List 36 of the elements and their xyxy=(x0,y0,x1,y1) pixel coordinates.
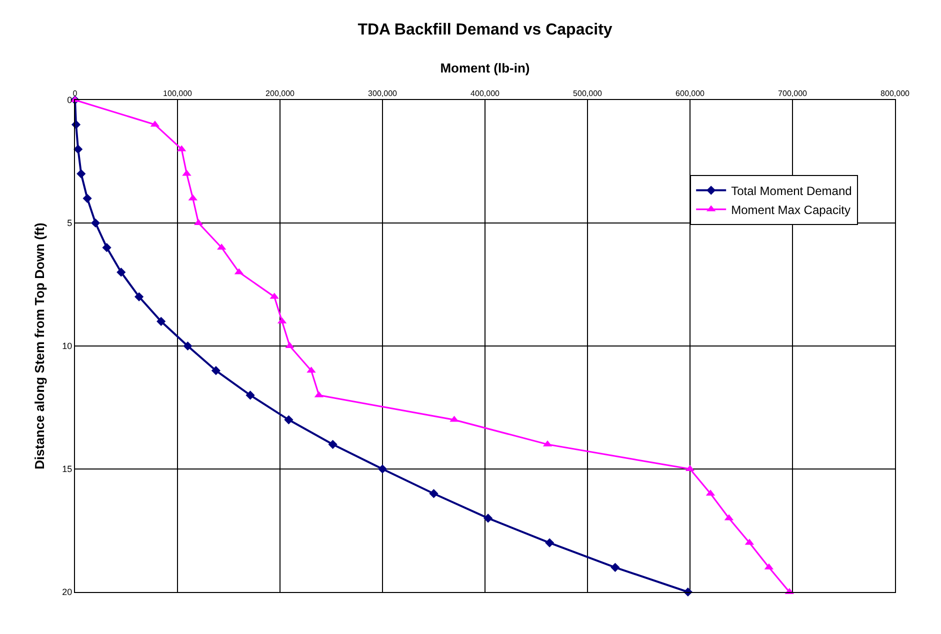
point xyxy=(378,464,388,474)
point xyxy=(610,562,620,572)
x-tick-label: 600,000 xyxy=(676,88,706,98)
point xyxy=(429,489,438,498)
legend-label: Moment Max Capacity xyxy=(731,202,850,217)
point xyxy=(183,341,192,351)
x-axis-title: Moment (lb-in) xyxy=(440,60,530,76)
point xyxy=(116,268,126,277)
legend-label: Total Moment Demand xyxy=(731,184,852,198)
point xyxy=(90,218,100,228)
point xyxy=(328,440,338,449)
point xyxy=(134,292,144,302)
point xyxy=(211,366,220,376)
point xyxy=(246,390,255,400)
y-tick-label: 10 xyxy=(62,341,72,352)
point xyxy=(156,316,166,326)
point xyxy=(545,538,554,548)
x-tick-label: 700,000 xyxy=(778,88,808,98)
y-tick-label: 0 xyxy=(67,95,72,106)
point xyxy=(82,194,92,203)
x-tick-label: 300,000 xyxy=(368,88,398,98)
y-tick-label: 5 xyxy=(67,218,72,228)
y-tick-label: 15 xyxy=(62,464,72,474)
x-tick-label: 200,000 xyxy=(266,88,296,98)
x-tick-label: 500,000 xyxy=(573,88,603,98)
point xyxy=(102,243,112,252)
y-tick-label: 20 xyxy=(62,587,72,598)
x-tick-label: 100,000 xyxy=(163,88,193,98)
point xyxy=(284,415,294,424)
y-axis-title: Distance along Stem from Top Down (ft) xyxy=(32,222,48,470)
point xyxy=(76,169,86,178)
chart-title: TDA Backfill Demand vs Capacity xyxy=(358,22,612,39)
x-tick-label: 400,000 xyxy=(470,88,500,98)
point xyxy=(74,144,83,154)
point xyxy=(484,514,493,523)
x-tick-label: 800,000 xyxy=(880,88,910,98)
